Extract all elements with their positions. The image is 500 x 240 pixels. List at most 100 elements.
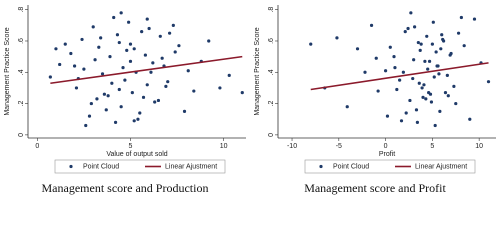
point xyxy=(82,67,86,71)
point xyxy=(119,105,123,109)
legend-label: Point Cloud xyxy=(83,163,119,170)
point xyxy=(69,51,73,56)
point xyxy=(117,87,121,92)
point xyxy=(403,30,407,34)
point xyxy=(158,34,162,38)
point xyxy=(438,109,442,113)
point xyxy=(110,81,114,85)
x-tick-label: -5 xyxy=(336,143,342,150)
point xyxy=(119,11,123,15)
point xyxy=(192,89,196,93)
point xyxy=(355,47,360,51)
legend-label: Linear Ajustment xyxy=(165,163,217,170)
point xyxy=(462,44,466,48)
point xyxy=(486,80,491,84)
point xyxy=(392,55,396,59)
x-tick-label: 10 xyxy=(475,143,483,150)
point xyxy=(102,92,106,96)
point xyxy=(408,98,412,103)
point xyxy=(166,80,170,84)
point xyxy=(374,56,378,60)
point xyxy=(72,64,77,68)
y-tick-label: .4 xyxy=(18,69,25,75)
point xyxy=(448,53,452,57)
point xyxy=(160,56,164,60)
point xyxy=(421,95,425,99)
point xyxy=(164,84,168,88)
point xyxy=(48,75,52,79)
point xyxy=(440,33,444,37)
point xyxy=(454,101,458,106)
point xyxy=(115,33,120,37)
point xyxy=(108,55,112,59)
point xyxy=(409,11,413,15)
x-tick-label: 0 xyxy=(35,143,39,150)
point xyxy=(182,109,187,113)
legend-box xyxy=(54,159,226,174)
point xyxy=(54,47,58,51)
point xyxy=(104,108,108,112)
point xyxy=(151,61,155,65)
point xyxy=(363,70,367,74)
point xyxy=(404,111,408,115)
point xyxy=(345,105,349,109)
y-tick-label: .8 xyxy=(18,7,25,13)
point xyxy=(425,34,429,38)
legend-swatch xyxy=(69,164,73,169)
point xyxy=(128,42,133,46)
point xyxy=(472,17,477,21)
point xyxy=(74,86,79,90)
x-tick-label: 5 xyxy=(129,143,133,150)
point xyxy=(429,100,434,104)
point xyxy=(441,37,445,42)
point xyxy=(393,65,397,70)
y-tick-label: .2 xyxy=(18,101,25,107)
point xyxy=(385,114,390,118)
point xyxy=(423,59,427,63)
point xyxy=(335,36,339,40)
point xyxy=(416,40,420,45)
point xyxy=(415,120,420,124)
point xyxy=(138,111,142,115)
point xyxy=(401,70,405,74)
point xyxy=(207,39,211,43)
point xyxy=(100,72,105,76)
point xyxy=(426,67,430,71)
point xyxy=(130,91,134,95)
point xyxy=(424,97,428,101)
y-tick-label: .6 xyxy=(268,38,275,44)
x-tick-label: 5 xyxy=(430,143,434,150)
point xyxy=(431,20,435,24)
point xyxy=(413,25,417,29)
point xyxy=(63,42,67,46)
point xyxy=(417,81,421,85)
point xyxy=(420,86,424,90)
y-axis-label: Management Practice Score xyxy=(4,27,11,115)
point xyxy=(376,89,380,93)
legend-label: Linear Ajustment xyxy=(415,163,467,170)
point xyxy=(412,58,416,62)
point xyxy=(414,108,419,112)
y-tick-label: 0 xyxy=(268,133,275,137)
figure: 0 .2 .4 .6 .8 0 5 10 Management Practice Score Va… xyxy=(4,5,496,195)
point xyxy=(121,65,125,70)
point xyxy=(171,23,175,27)
caption: Management score and Production xyxy=(42,181,209,195)
x-axis-label: Profit xyxy=(379,151,395,158)
point xyxy=(430,42,434,46)
point xyxy=(140,30,144,34)
point xyxy=(147,26,151,31)
caption: Management score and Profit xyxy=(304,181,446,195)
point xyxy=(439,47,443,51)
point xyxy=(89,101,93,106)
y-tick-label: 0 xyxy=(18,133,25,137)
x-axis-label: Value of output sold xyxy=(106,151,167,158)
point xyxy=(445,73,449,78)
point xyxy=(419,42,423,46)
fit-line xyxy=(50,55,243,85)
chart: 0 .2 .4 .6 .8 0 5 10 Management Practice Score Va… xyxy=(4,5,246,195)
point xyxy=(432,75,436,79)
point xyxy=(427,91,431,95)
point xyxy=(436,64,440,68)
point xyxy=(141,95,146,99)
